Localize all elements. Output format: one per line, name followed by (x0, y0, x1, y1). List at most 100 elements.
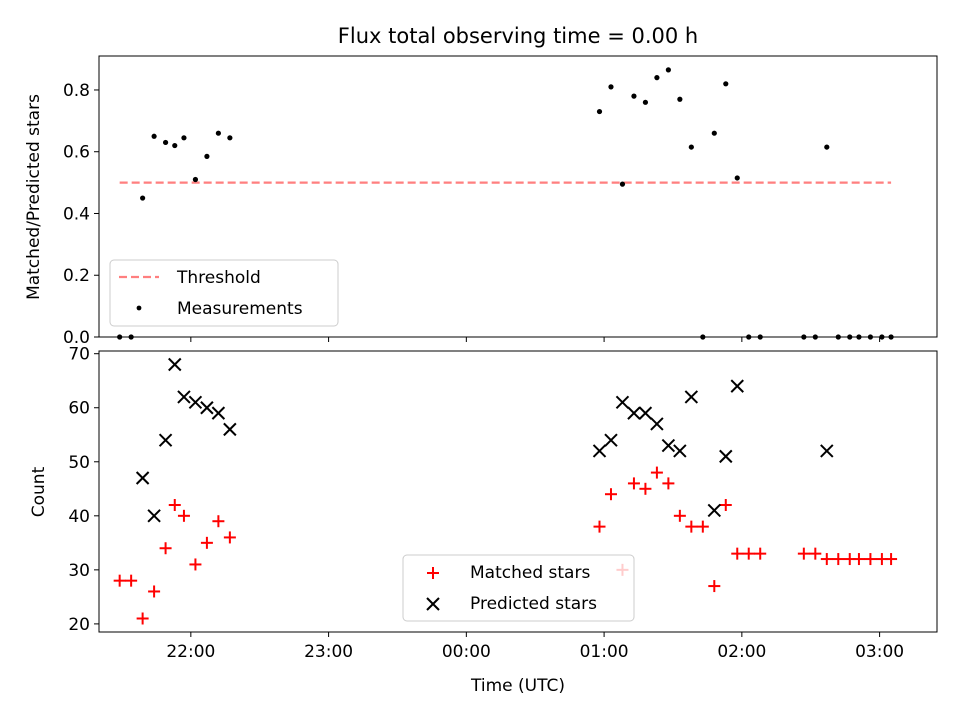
bottom-x-tick-label: 22:00 (166, 642, 215, 662)
predicted-legend-label: Predicted stars (470, 594, 597, 614)
matched-star-point (864, 553, 877, 566)
matched-star-point (731, 547, 744, 560)
measurements-legend-label: Measurements (177, 299, 303, 319)
bottom-x-tick-label: 02:00 (717, 642, 766, 662)
matched-star-point (685, 520, 698, 533)
top-y-tick-label: 0.0 (63, 328, 90, 348)
measurement-point (619, 181, 626, 187)
predicted-star-point (604, 433, 618, 447)
bottom-y-tick-label: 30 (68, 561, 90, 581)
matched-star-point (719, 499, 732, 512)
predicted-legend-swatch (426, 597, 440, 611)
bottom-y-tick-label: 60 (68, 399, 90, 419)
ratio-panel: Flux total observing time = 0.00 h Match… (24, 24, 938, 348)
bottom-y-tick-label: 70 (68, 345, 90, 365)
predicted-star-point (627, 406, 641, 420)
bottom-x-tick-label: 03:00 (855, 642, 904, 662)
bottom-axes-frame (98, 350, 938, 633)
top-x-axis (190, 337, 881, 342)
matched-star-point (627, 477, 640, 490)
measurement-point (677, 96, 683, 102)
measurement-point (596, 108, 603, 115)
matched-star-point (604, 488, 617, 501)
measurement-point (204, 153, 210, 159)
measurement-point (734, 175, 740, 181)
matched-star-point (189, 558, 202, 571)
top-legend-box (109, 259, 339, 327)
matched-legend-swatch (427, 567, 439, 579)
matched-star-point (662, 477, 675, 490)
predicted-star-point (730, 379, 744, 393)
bottom-legend: Matched stars Predicted stars (402, 554, 635, 622)
top-y-axis: 0.0 0.2 0.4 0.6 0.8 (63, 81, 99, 348)
measurement-point (181, 135, 187, 141)
count-panel: Count 20 30 40 50 60 70 22:00 23:00 00:00 01:00 0… (29, 345, 938, 696)
bottom-x-tick-label: 23:00 (304, 642, 353, 662)
matched-star-point (797, 547, 810, 560)
top-legend: Threshold Measurements (109, 259, 339, 327)
matched-star-point (832, 553, 845, 566)
predicted-star-point (650, 417, 664, 431)
matched-star-point (125, 574, 138, 587)
matched-star-point (113, 574, 126, 587)
matched-star-point (168, 499, 181, 512)
predicted-star-point (719, 449, 733, 464)
bottom-x-tick-label: 00:00 (442, 642, 491, 662)
predicted-star-point (707, 503, 722, 518)
matched-star-point (708, 580, 721, 593)
threshold-legend-label: Threshold (176, 268, 261, 288)
bottom-legend-box (402, 554, 635, 622)
measurement-point (654, 75, 660, 81)
predicted-star-point (820, 444, 834, 458)
x-axis-label: Time (UTC) (470, 676, 565, 696)
matched-stars-series (113, 466, 898, 625)
predicted-star-point (615, 395, 630, 410)
predicted-star-point (223, 422, 237, 437)
measurements-legend-swatch (136, 305, 142, 311)
matched-star-point (754, 547, 767, 560)
bottom-y-tick-label: 20 (68, 615, 90, 635)
matched-star-point (593, 520, 606, 533)
matched-star-point (696, 520, 709, 533)
measurement-point (192, 176, 199, 183)
bottom-y-axis-label: Count (29, 466, 49, 517)
top-y-tick-label: 0.8 (63, 81, 90, 101)
bottom-y-axis: 20 30 40 50 60 70 (68, 345, 99, 635)
matched-star-point (852, 553, 865, 566)
predicted-star-point (177, 390, 191, 404)
measurement-point (140, 195, 146, 201)
bottom-x-tick-label: 01:00 (580, 642, 629, 662)
predicted-star-point (673, 444, 687, 458)
predicted-star-point (168, 357, 182, 372)
matched-star-point (136, 612, 149, 625)
top-axes-frame (98, 55, 938, 338)
bottom-y-tick-label: 50 (68, 453, 90, 473)
measurement-point (608, 84, 614, 90)
measurement-point (151, 133, 157, 139)
predicted-star-point (158, 433, 173, 447)
measurement-point (688, 144, 694, 150)
matched-star-point (148, 585, 161, 598)
matched-star-point (820, 553, 833, 566)
matched-star-point (212, 515, 225, 528)
predicted-star-point (147, 509, 161, 523)
predicted-stars-series (135, 357, 834, 523)
top-y-tick-label: 0.6 (63, 143, 90, 163)
measurement-point (665, 67, 671, 73)
top-y-tick-label: 0.4 (63, 204, 90, 224)
measurement-point (824, 144, 830, 150)
predicted-star-point (200, 401, 214, 415)
matched-star-point (885, 553, 898, 566)
matched-star-point (742, 547, 755, 560)
matched-star-point (809, 547, 822, 560)
matched-star-point (639, 482, 652, 495)
chart-title: Flux total observing time = 0.00 h (338, 24, 698, 48)
predicted-star-point (188, 395, 203, 410)
measurement-point (711, 130, 717, 136)
matched-star-point (177, 509, 190, 522)
predicted-star-point (592, 444, 607, 458)
bottom-y-tick-label: 40 (68, 507, 90, 527)
predicted-star-point (684, 390, 699, 404)
top-y-axis-label: Matched/Predicted stars (24, 94, 44, 300)
